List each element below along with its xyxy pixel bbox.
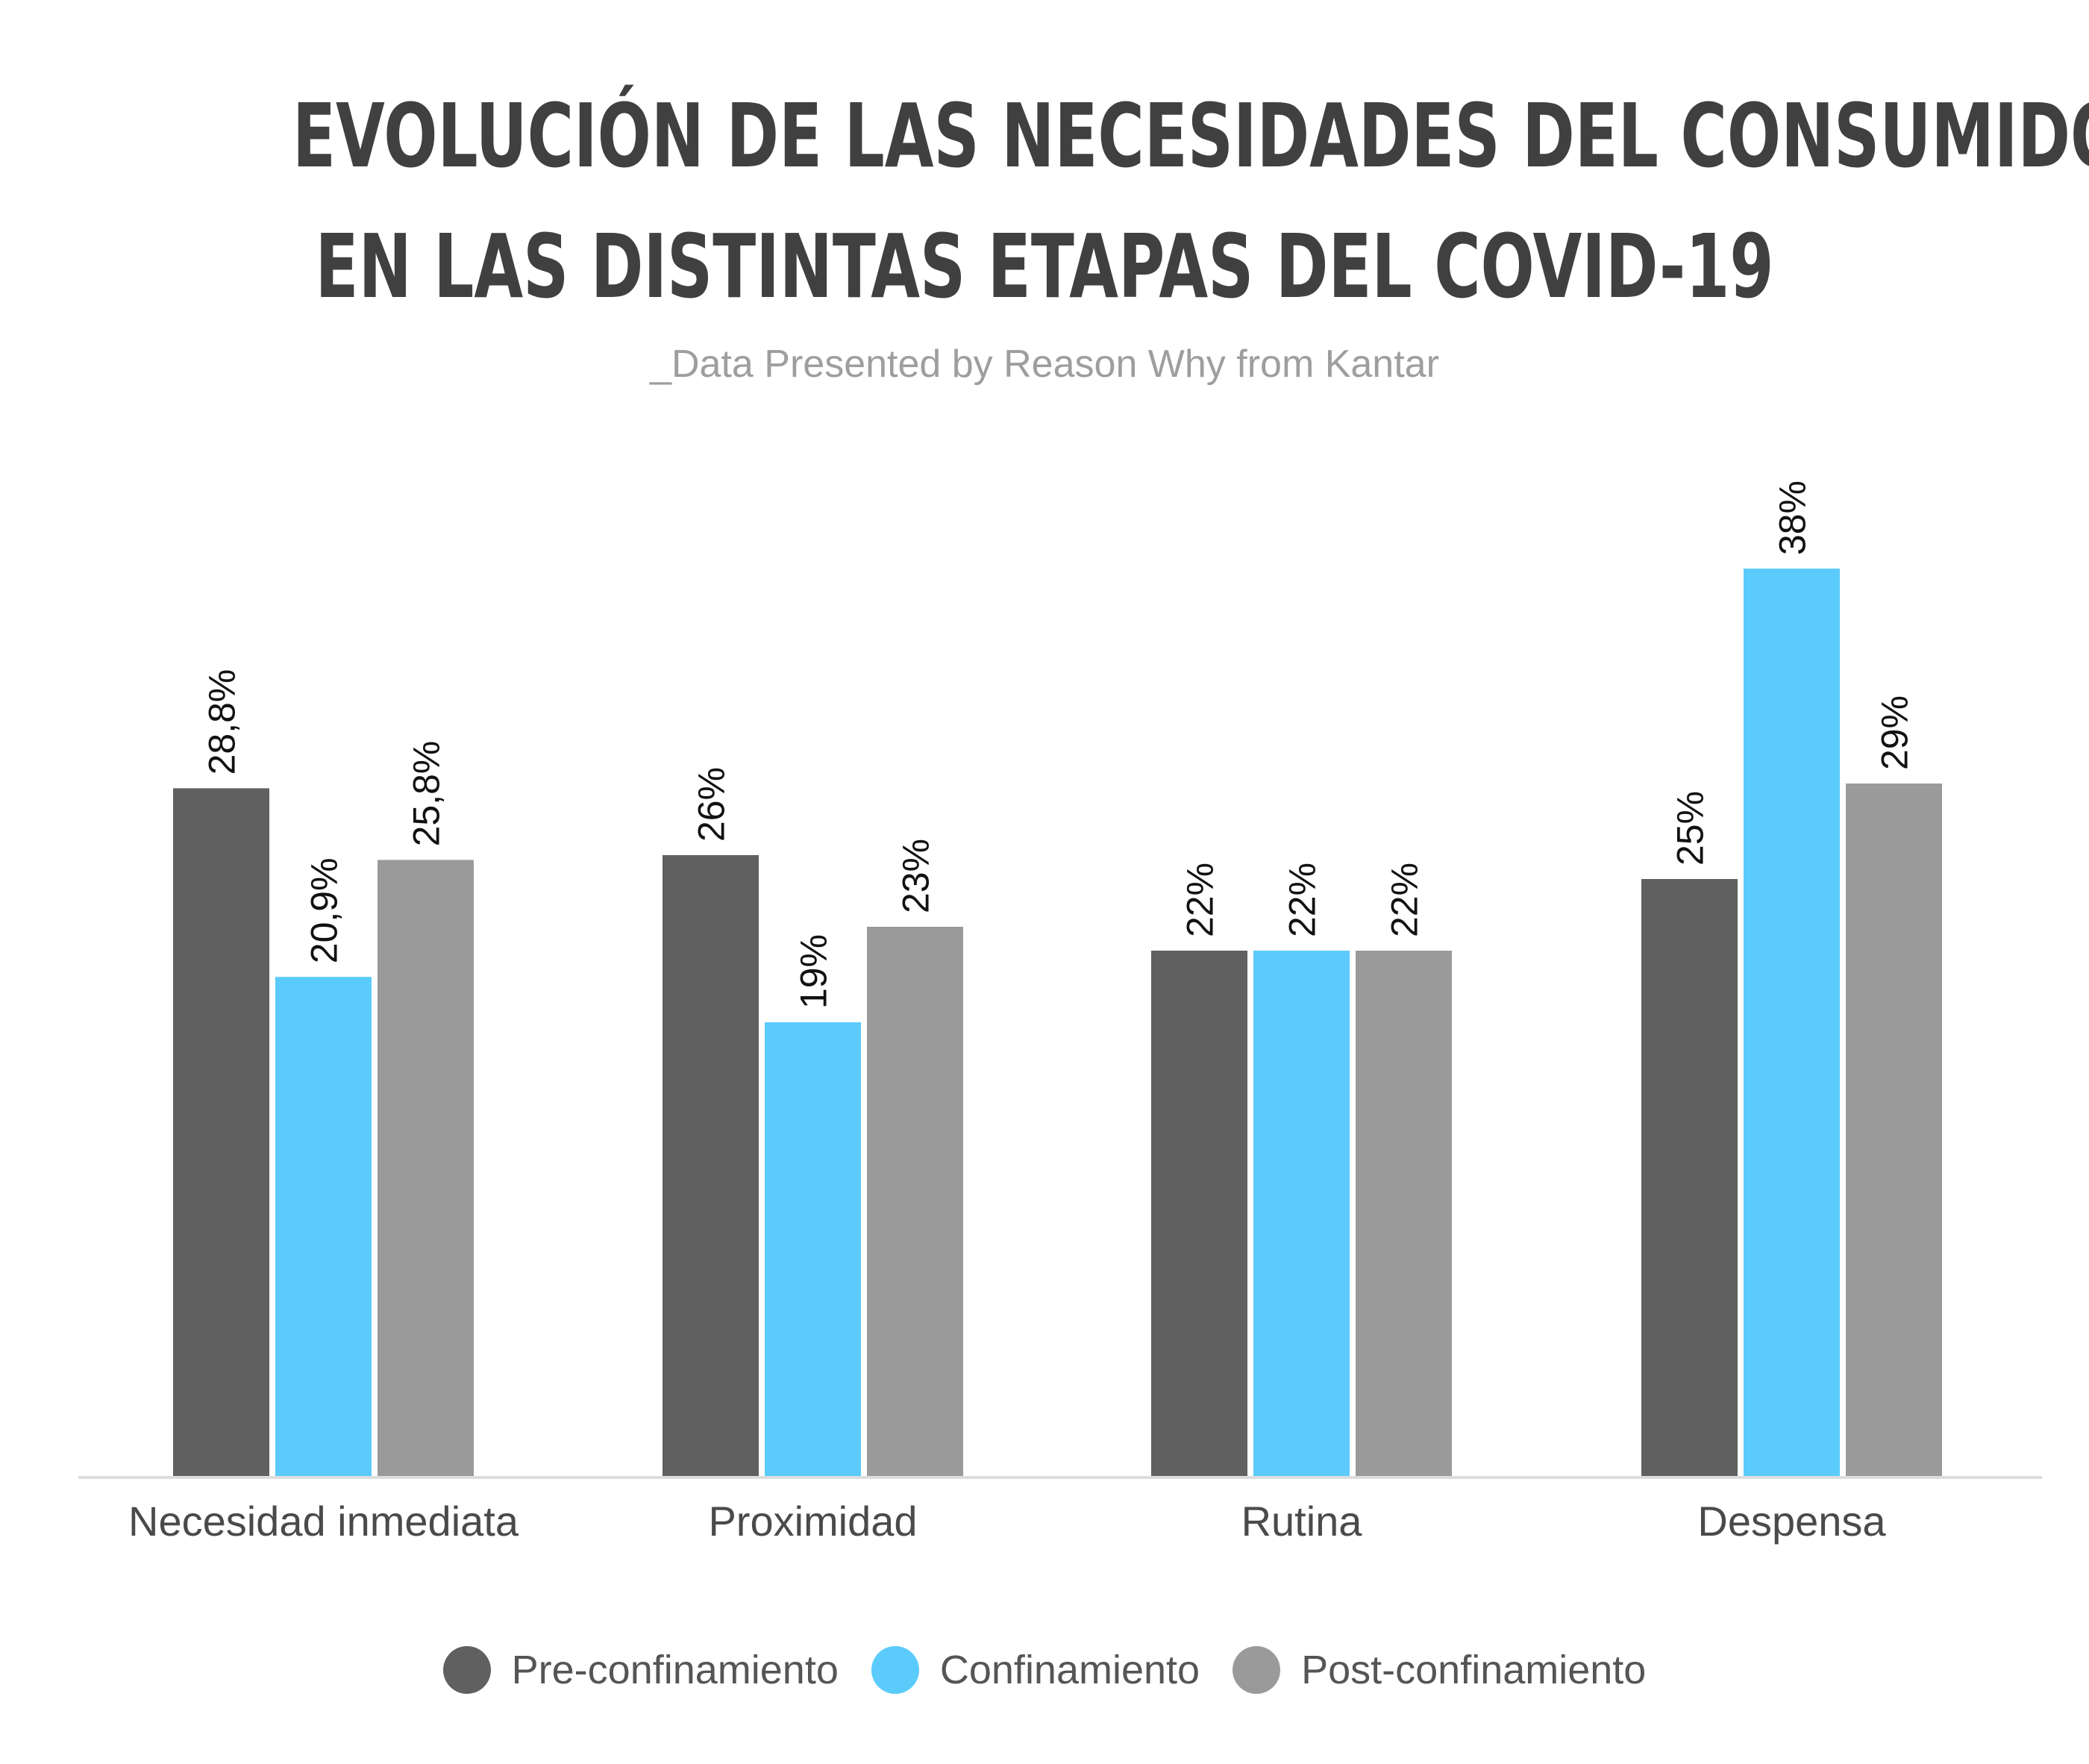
value-label-conf-4: 38% <box>1772 481 1814 555</box>
value-label-pre-4: 25% <box>1670 791 1711 866</box>
bar-conf-1 <box>275 977 372 1476</box>
legend-item-pre: Pre-confinamiento <box>442 1646 839 1694</box>
legend-swatch-conf <box>871 1646 919 1694</box>
bar-conf-3 <box>1253 951 1350 1476</box>
x-tick-label-1: Necesidad inmediata <box>128 1498 519 1545</box>
legend-label-pre: Pre-confinamiento <box>511 1648 839 1692</box>
bar-pre-2 <box>663 855 759 1476</box>
x-tick-label-2: Proximidad <box>708 1498 917 1545</box>
legend-label-post: Post-confinamiento <box>1301 1648 1647 1692</box>
legend-swatch-post <box>1233 1646 1281 1694</box>
value-label-conf-1: 20,9% <box>304 857 345 963</box>
bar-pre-1 <box>173 788 269 1476</box>
bar-post-2 <box>867 927 963 1476</box>
value-label-pre-1: 28,8% <box>201 669 243 775</box>
bar-post-1 <box>378 860 474 1476</box>
x-tick-label-3: Rutina <box>1241 1498 1363 1545</box>
bar-pre-3 <box>1151 951 1247 1476</box>
legend-label-conf: Confinamiento <box>939 1648 1200 1692</box>
value-label-post-4: 29% <box>1874 695 1916 770</box>
value-label-conf-2: 19% <box>793 934 835 1009</box>
bar-conf-4 <box>1744 569 1840 1476</box>
chart-title-line-1: EVOLUCIÓN DE LAS NECESIDADES DEL CONSUMI… <box>292 84 2089 187</box>
legend-item-post: Post-confinamiento <box>1233 1646 1646 1694</box>
value-label-post-2: 23% <box>895 839 937 913</box>
bar-post-4 <box>1846 784 1942 1476</box>
x-tick-label-4: Despensa <box>1697 1498 1886 1545</box>
bar-pre-4 <box>1641 879 1738 1476</box>
bar-conf-2 <box>765 1022 861 1476</box>
chart-legend: Pre-confinamiento Confinamiento Post-con… <box>0 1646 2089 1694</box>
chart-title: EVOLUCIÓN DE LAS NECESIDADES DEL CONSUMI… <box>0 71 2089 332</box>
value-label-post-3: 22% <box>1384 863 1426 937</box>
value-label-conf-3: 22% <box>1282 863 1324 937</box>
value-label-post-1: 25,8% <box>406 741 448 847</box>
legend-item-conf: Confinamiento <box>871 1646 1200 1694</box>
value-label-pre-3: 22% <box>1180 863 1221 937</box>
bar-post-3 <box>1356 951 1452 1476</box>
legend-swatch-pre <box>442 1646 491 1694</box>
value-label-pre-2: 26% <box>691 767 733 842</box>
chart-subtitle: _Data Presented by Reason Why from Kanta… <box>650 343 1439 386</box>
chart-title-line-2: EN LAS DISTINTAS ETAPAS DEL COVID-19 <box>315 215 1774 318</box>
